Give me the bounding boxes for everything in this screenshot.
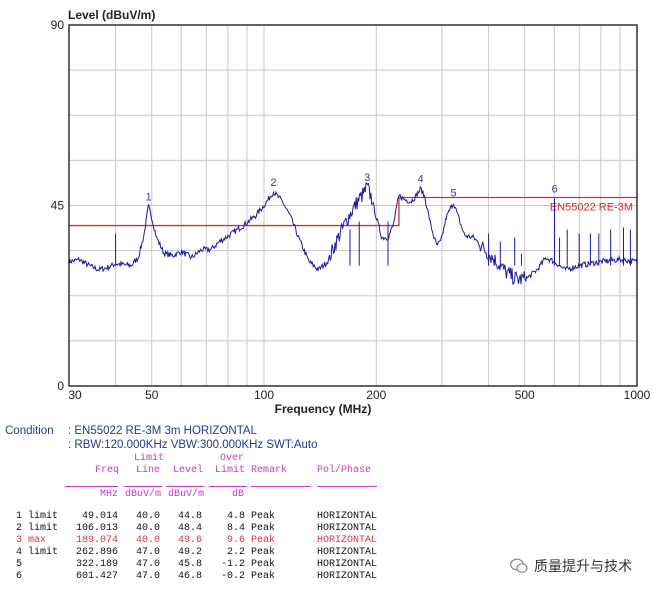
row-freq: 601.427 (75, 571, 118, 582)
x-tick-label: 200 (366, 388, 386, 402)
row-limit: 40.0 (135, 535, 160, 546)
row-level: 49.6 (177, 535, 202, 546)
header-remark: Remark (251, 465, 288, 476)
row-remark: Peak (251, 535, 276, 546)
row-id: 5 (16, 559, 23, 570)
row-pol: HORIZONTAL (317, 571, 378, 582)
row-remark: Peak (251, 547, 276, 558)
row-id: 4 limit (16, 547, 59, 558)
row-level: 48.4 (177, 523, 202, 534)
row-remark: Peak (251, 523, 276, 534)
row-pol: HORIZONTAL (317, 511, 378, 522)
x-axis-title: Frequency (MHz) (275, 402, 372, 416)
row-pol: HORIZONTAL (317, 535, 378, 546)
row-pol: HORIZONTAL (317, 547, 378, 558)
row-over-limit: -1.2 (220, 559, 245, 570)
x-tick-label: 1000 (624, 388, 651, 402)
limit-line (69, 196, 637, 227)
header-limit-line: Line (136, 465, 161, 476)
row-level: 46.8 (177, 571, 202, 582)
header-rule (124, 486, 162, 487)
row-id: 6 (16, 571, 23, 582)
unit-limit: dBuV/m (125, 489, 162, 500)
row-remark: Peak (251, 559, 276, 570)
row-pol: HORIZONTAL (317, 559, 378, 570)
header-level: Level (173, 465, 204, 476)
header-rule (317, 486, 377, 487)
row-over-limit: 2.2 (226, 547, 245, 558)
y-axis-title: Level (dBuV/m) (68, 8, 155, 22)
x-tick-label: 50 (145, 388, 159, 402)
header-rule (65, 486, 118, 487)
header-freq: Freq (95, 465, 120, 476)
unit-freq: MHz (100, 489, 119, 500)
row-freq: 322.189 (75, 559, 118, 570)
unit-over: dB (232, 489, 245, 500)
x-tick-label: 500 (515, 388, 535, 402)
condition-label: Condition (5, 425, 54, 437)
spectrum-trace (68, 182, 638, 286)
limit-line-label: EN55022 RE-3M (550, 201, 633, 213)
condition-line-1: : EN55022 RE-3M 3m HORIZONTAL (68, 425, 257, 437)
row-over-limit: -0.2 (220, 571, 245, 582)
unit-level: dBuV/m (168, 489, 205, 500)
x-tick-label: 30 (68, 388, 82, 402)
marker-label: 2 (270, 177, 276, 189)
row-over-limit: 4.8 (226, 511, 245, 522)
condition-line-2: : RBW:120.000KHz VBW:300.000KHz SWT:Auto (68, 439, 318, 451)
row-level: 49.2 (177, 547, 202, 558)
row-limit: 47.0 (135, 559, 160, 570)
row-limit: 40.0 (135, 523, 160, 534)
y-tick-label: 45 (51, 199, 65, 213)
marker-label: 3 (364, 172, 370, 184)
row-freq: 106.013 (75, 523, 118, 534)
row-level: 45.8 (177, 559, 202, 570)
watermark: 质量提升与技术 (510, 556, 632, 576)
row-remark: Peak (251, 511, 276, 522)
marker-label: 5 (450, 187, 456, 199)
row-over-limit: 8.4 (226, 523, 245, 534)
plot-frame (68, 24, 638, 387)
row-limit: 47.0 (135, 547, 160, 558)
row-over-limit: 9.6 (226, 535, 245, 546)
x-tick-label: 100 (254, 388, 274, 402)
wechat-icon (510, 558, 528, 573)
header-pol: Pol/Phase (317, 465, 372, 476)
header-rule (251, 486, 311, 487)
row-limit: 47.0 (135, 571, 160, 582)
marker-label: 1 (145, 191, 151, 203)
watermark-text: 质量提升与技术 (534, 559, 632, 575)
y-tick-label: 0 (57, 379, 64, 393)
marker-label: 6 (552, 183, 558, 195)
header-limit-top: Limit (134, 453, 165, 464)
row-remark: Peak (251, 571, 276, 582)
marker-label: 4 (418, 174, 424, 186)
header-rule (209, 486, 247, 487)
row-level: 44.8 (177, 511, 202, 522)
header-over-top: Over (220, 453, 245, 464)
header-over-limit: Limit (215, 465, 246, 476)
row-id: 2 limit (16, 523, 59, 534)
row-id: 1 limit (16, 511, 59, 522)
row-freq: 189.074 (75, 535, 118, 546)
row-limit: 40.0 (135, 511, 160, 522)
header-rule (166, 486, 204, 487)
row-id: 3 max (16, 535, 47, 546)
row-pol: HORIZONTAL (317, 523, 378, 534)
y-tick-label: 90 (51, 18, 65, 32)
row-freq: 49.014 (81, 511, 118, 522)
row-freq: 262.896 (75, 547, 118, 558)
